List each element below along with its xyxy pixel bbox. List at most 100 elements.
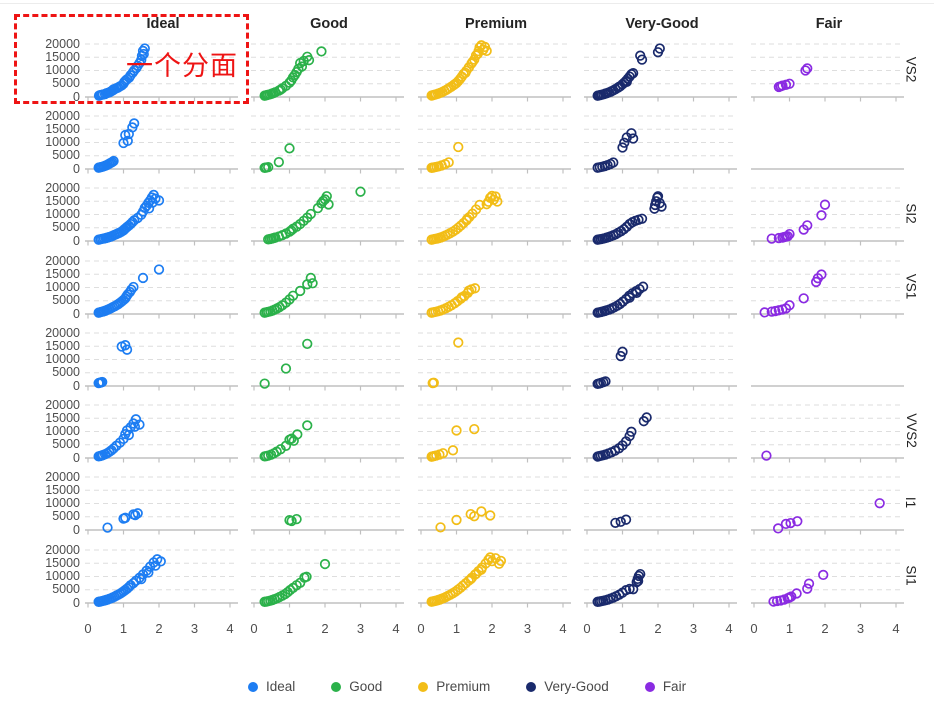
legend-item-fair[interactable]: Fair: [644, 679, 686, 694]
data-point[interactable]: [637, 281, 649, 292]
data-point[interactable]: [284, 143, 295, 154]
data-point[interactable]: [128, 281, 139, 293]
data-point[interactable]: [628, 68, 639, 79]
data-point[interactable]: [120, 340, 131, 351]
data-point[interactable]: [296, 61, 308, 72]
data-point[interactable]: [303, 55, 315, 66]
data-point[interactable]: [305, 208, 316, 220]
data-point[interactable]: [106, 156, 118, 168]
data-point[interactable]: [137, 272, 149, 284]
data-point[interactable]: [780, 518, 792, 530]
data-point[interactable]: [286, 515, 297, 527]
data-point[interactable]: [301, 571, 312, 582]
data-point[interactable]: [791, 588, 802, 599]
data-point[interactable]: [617, 346, 628, 357]
data-point[interactable]: [624, 583, 635, 595]
data-point[interactable]: [784, 300, 795, 311]
data-point[interactable]: [451, 425, 462, 436]
data-point[interactable]: [447, 445, 459, 456]
data-point[interactable]: [784, 228, 795, 240]
data-point[interactable]: [108, 443, 119, 454]
data-point[interactable]: [355, 186, 366, 197]
data-point[interactable]: [437, 448, 449, 459]
data-point[interactable]: [771, 595, 783, 607]
data-point[interactable]: [492, 196, 503, 207]
data-point[interactable]: [772, 523, 784, 534]
data-point[interactable]: [451, 514, 462, 526]
data-point[interactable]: [785, 517, 796, 529]
data-point[interactable]: [138, 48, 149, 60]
data-point[interactable]: [273, 156, 284, 168]
data-point[interactable]: [295, 285, 306, 297]
data-point[interactable]: [428, 377, 439, 388]
data-point[interactable]: [139, 43, 150, 54]
data-point[interactable]: [485, 510, 496, 521]
data-point[interactable]: [462, 213, 473, 225]
data-point[interactable]: [626, 426, 637, 437]
data-point[interactable]: [130, 510, 141, 521]
data-point[interactable]: [292, 429, 303, 440]
data-point[interactable]: [132, 508, 143, 519]
data-point[interactable]: [490, 191, 501, 202]
data-point[interactable]: [632, 575, 644, 587]
data-point[interactable]: [469, 511, 480, 522]
data-point[interactable]: [316, 46, 327, 57]
data-point[interactable]: [129, 118, 140, 129]
data-point[interactable]: [153, 195, 165, 206]
data-point[interactable]: [874, 498, 885, 509]
data-point[interactable]: [816, 269, 827, 280]
data-point[interactable]: [649, 203, 660, 214]
data-point[interactable]: [792, 516, 803, 527]
data-point[interactable]: [656, 201, 667, 212]
data-point[interactable]: [319, 558, 331, 570]
data-point[interactable]: [481, 45, 492, 57]
data-point[interactable]: [766, 306, 777, 317]
data-point[interactable]: [259, 378, 270, 389]
data-point[interactable]: [766, 233, 777, 244]
data-point[interactable]: [280, 363, 292, 374]
data-point[interactable]: [463, 575, 474, 586]
legend-item-very-good[interactable]: Very-Good: [526, 679, 609, 694]
data-point[interactable]: [285, 584, 296, 596]
data-point[interactable]: [287, 290, 299, 301]
data-point[interactable]: [455, 220, 466, 231]
data-point[interactable]: [614, 298, 626, 310]
data-point[interactable]: [761, 450, 772, 461]
data-point[interactable]: [126, 284, 137, 295]
data-point[interactable]: [307, 278, 318, 289]
data-point[interactable]: [108, 155, 119, 167]
data-point[interactable]: [453, 141, 464, 153]
data-point[interactable]: [143, 567, 154, 578]
data-point[interactable]: [620, 514, 632, 525]
data-point[interactable]: [782, 231, 793, 242]
data-point[interactable]: [802, 583, 813, 594]
data-point[interactable]: [784, 78, 795, 89]
data-point[interactable]: [128, 577, 139, 589]
data-point[interactable]: [626, 128, 637, 139]
data-point[interactable]: [802, 220, 813, 231]
data-point[interactable]: [153, 264, 165, 275]
data-point[interactable]: [474, 199, 485, 211]
data-point[interactable]: [263, 161, 274, 173]
data-point[interactable]: [469, 423, 480, 435]
data-point[interactable]: [136, 574, 147, 585]
data-point[interactable]: [155, 556, 166, 567]
data-point[interactable]: [608, 157, 619, 168]
legend-item-premium[interactable]: Premium: [418, 679, 490, 694]
data-point[interactable]: [818, 569, 829, 581]
data-point[interactable]: [618, 224, 630, 235]
data-point[interactable]: [768, 596, 779, 607]
data-point[interactable]: [798, 293, 809, 304]
data-point[interactable]: [443, 157, 454, 168]
data-point[interactable]: [803, 578, 815, 589]
data-point[interactable]: [134, 419, 145, 430]
data-point[interactable]: [120, 512, 131, 523]
data-point[interactable]: [302, 338, 313, 350]
data-point[interactable]: [617, 142, 628, 153]
data-point[interactable]: [122, 135, 133, 147]
legend-item-ideal[interactable]: Ideal: [247, 679, 295, 694]
data-point[interactable]: [802, 63, 813, 74]
data-point[interactable]: [469, 283, 481, 294]
data-point[interactable]: [121, 344, 133, 355]
data-point[interactable]: [633, 570, 644, 582]
